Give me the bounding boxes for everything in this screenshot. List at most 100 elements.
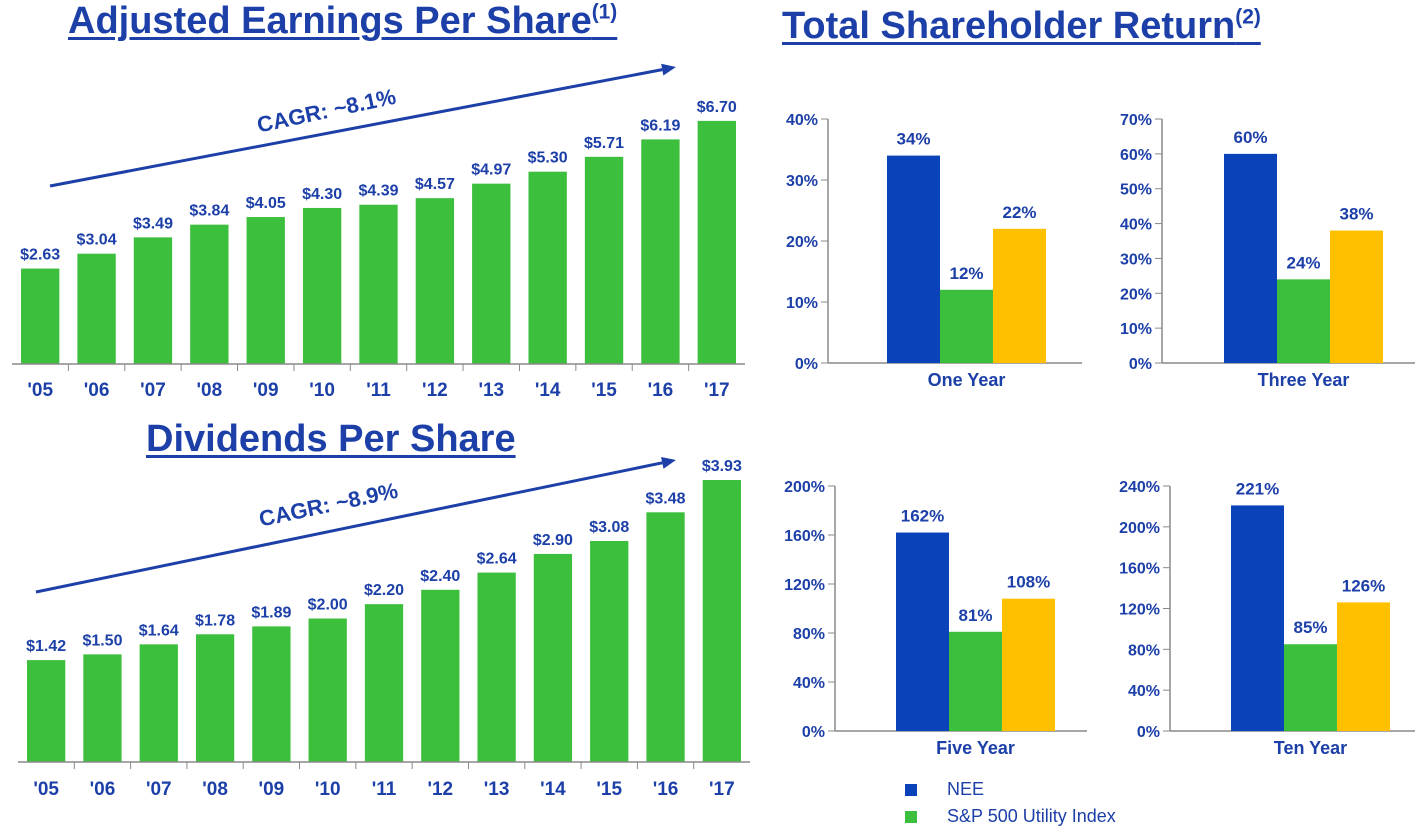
eps-data-label-0: $2.63 <box>20 247 60 264</box>
dps-tick-label-10: '15 <box>596 779 622 800</box>
eps-cagr-label: CAGR: ~8.1% <box>255 84 398 138</box>
tsr-five-year-data-label-1: 81% <box>958 606 992 625</box>
eps-footnote-marker: (1) <box>591 0 618 24</box>
tsr-five-year-bar-2 <box>1002 598 1055 731</box>
eps-tick-label-10: '15 <box>591 380 617 401</box>
eps-data-label-1: $3.04 <box>77 232 117 249</box>
tsr-one-year-data-label-2: 22% <box>1002 203 1036 222</box>
tsr-three-year-y-tick-label-7: 70% <box>1120 112 1152 129</box>
eps-chart-title: Adjusted Earnings Per Share(1) <box>68 0 617 43</box>
eps-data-label-6: $4.39 <box>358 183 398 200</box>
dps-tick-label-12: '17 <box>709 779 735 800</box>
tsr-ten-year-y-tick-label-4: 160% <box>1119 561 1160 578</box>
dps-bar-4 <box>252 626 291 762</box>
eps-data-label-5: $4.30 <box>302 186 342 203</box>
eps-tick-label-0: '05 <box>27 380 53 401</box>
tsr-three-year-bar-0 <box>1224 153 1277 363</box>
tsr-ten-year-data-label-1: 85% <box>1293 618 1327 637</box>
dps-data-label-8: $2.64 <box>477 551 517 568</box>
tsr-three-year-y-tick-label-5: 50% <box>1120 182 1152 199</box>
tsr-three-year-bar-2 <box>1330 230 1383 363</box>
tsr-five-year-bar-1 <box>949 631 1002 731</box>
tsr-ten-year-data-label-0: 221% <box>1236 479 1279 498</box>
tsr-one-year-y-tick-label-3: 30% <box>786 173 818 190</box>
tsr-five-year-data-label-2: 108% <box>1007 573 1050 592</box>
dps-data-label-1: $1.50 <box>82 632 122 649</box>
eps-tick-label-7: '12 <box>422 380 448 401</box>
eps-bar-7 <box>415 198 455 364</box>
eps-data-label-3: $3.84 <box>189 203 229 220</box>
tsr-one-year-bar-1 <box>940 289 993 363</box>
dps-chart-title: Dividends Per Share <box>146 418 516 461</box>
tsr-three-year-y-tick-label-3: 30% <box>1120 251 1152 268</box>
dps-tick-label-0: '05 <box>33 779 59 800</box>
dps-trend-arrow-line <box>35 461 663 594</box>
tsr-ten-year-y-tick-label-2: 80% <box>1128 642 1160 659</box>
eps-data-label-9: $5.30 <box>528 150 568 167</box>
dps-bar-7 <box>421 589 460 762</box>
tsr-five-year-data-label-0: 162% <box>901 507 944 526</box>
tsr-one-year-data-label-1: 12% <box>949 264 983 283</box>
tsr-ten-year-data-label-2: 126% <box>1342 576 1385 595</box>
tsr-ten-year-bar-1 <box>1284 644 1337 731</box>
tsr-ten-year-bar-0 <box>1231 505 1284 731</box>
dps-bar-0 <box>27 660 66 762</box>
eps-bar-5 <box>302 207 342 364</box>
tsr-five-year-y-tick-label-3: 120% <box>784 577 825 594</box>
legend-item-sp500: S&P 500 Utility Index <box>905 803 1116 830</box>
dps-tick-label-2: '07 <box>146 779 172 800</box>
tsr-one-year-category-label: One Year <box>928 370 1006 390</box>
legend-swatch-nee <box>905 783 917 796</box>
tsr-one-year-bar-0 <box>887 155 940 363</box>
eps-data-label-8: $4.97 <box>471 162 511 179</box>
eps-data-label-10: $5.71 <box>584 135 624 152</box>
eps-tick-label-8: '13 <box>478 380 504 401</box>
legend-label-sp500: S&P 500 Utility Index <box>947 806 1116 826</box>
tsr-one-year-bar-2 <box>993 228 1046 363</box>
tsr-ten-year-category-label: Ten Year <box>1274 738 1347 758</box>
dps-bar-1 <box>83 654 122 762</box>
tsr-five-year-bar-0 <box>896 532 949 731</box>
dps-bar-2 <box>139 644 178 762</box>
dps-bar-6 <box>364 604 404 762</box>
tsr-one-year-y-tick-label-0: 0% <box>795 356 818 373</box>
tsr-one-year-y-tick-label-4: 40% <box>786 112 818 129</box>
eps-bar-4 <box>246 217 285 364</box>
tsr-ten-year-y-tick-label-3: 120% <box>1119 602 1160 619</box>
dps-data-label-10: $3.08 <box>589 519 629 536</box>
eps-trend-arrow-head <box>661 63 676 76</box>
dps-bar-5 <box>308 618 347 762</box>
dps-tick-label-9: '14 <box>540 779 566 800</box>
eps-bar-3 <box>190 224 229 364</box>
tsr-five-year-y-tick-label-2: 80% <box>793 626 825 643</box>
eps-tick-label-3: '08 <box>197 380 223 401</box>
tsr-three-year-y-tick-label-4: 40% <box>1120 217 1152 234</box>
eps-bar-8 <box>472 183 511 364</box>
dps-data-label-6: $2.20 <box>364 582 404 599</box>
legend-label-nee: NEE <box>947 779 985 799</box>
tsr-legend: NEE S&P 500 Utility Index <box>905 776 1116 830</box>
tsr-three-year-data-label-1: 24% <box>1286 253 1320 272</box>
dps-bar-10 <box>590 541 629 762</box>
tsr-ten-year-y-tick-label-0: 0% <box>1137 724 1160 741</box>
eps-bar-9 <box>528 171 567 364</box>
dps-data-label-7: $2.40 <box>420 568 460 585</box>
eps-data-label-4: $4.05 <box>246 195 286 212</box>
dps-tick-label-1: '06 <box>90 779 116 800</box>
dps-tick-label-4: '09 <box>259 779 285 800</box>
tsr-section-title: Total Shareholder Return(2) <box>782 5 1261 48</box>
eps-bar-11 <box>641 139 680 364</box>
dps-data-label-0: $1.42 <box>26 638 66 655</box>
dps-data-label-5: $2.00 <box>308 597 348 614</box>
tsr-three-year-y-tick-label-1: 10% <box>1120 321 1152 338</box>
eps-tick-label-5: '10 <box>309 380 335 401</box>
tsr-five-year-category-label: Five Year <box>936 738 1015 758</box>
eps-bar-1 <box>77 253 116 364</box>
tsr-ten-year-y-tick-label-5: 200% <box>1119 520 1160 537</box>
tsr-footnote-marker: (2) <box>1235 5 1261 29</box>
tsr-five-year-y-tick-label-4: 160% <box>784 528 825 545</box>
eps-bar-6 <box>359 204 398 364</box>
tsr-ten-year-y-tick-label-1: 40% <box>1128 683 1160 700</box>
tsr-one-year-data-label-0: 34% <box>896 130 930 149</box>
